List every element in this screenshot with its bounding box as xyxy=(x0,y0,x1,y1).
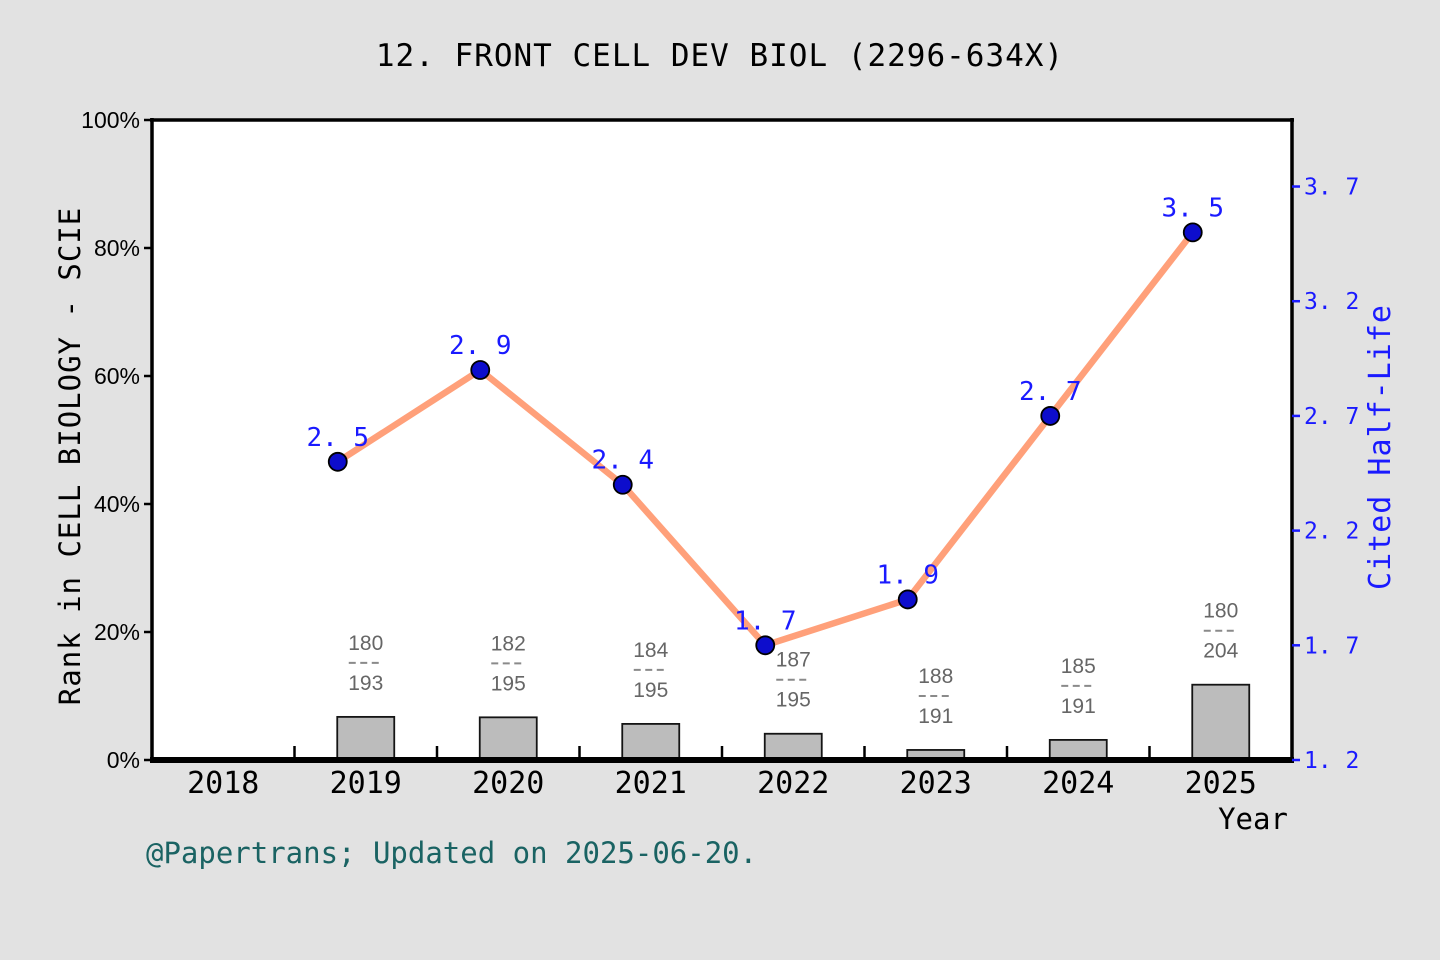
value-label: 1. 7 xyxy=(734,606,797,636)
left-tick-label: 0% xyxy=(107,747,140,773)
data-point xyxy=(612,474,633,495)
right-tick-label: 3. 2 xyxy=(1304,289,1359,315)
rank-bar xyxy=(478,716,538,761)
rank-bar xyxy=(1191,683,1251,761)
x-tick-label: 2024 xyxy=(1042,766,1114,801)
data-point xyxy=(470,360,491,380)
bar-fraction-numerator: 188 xyxy=(918,665,953,688)
chart-title: 12. FRONT CELL DEV BIOL (2296-634X) xyxy=(375,38,1065,74)
rank-bar xyxy=(621,722,681,761)
bar-fraction-denominator: 195 xyxy=(776,689,811,712)
value-label: 2. 5 xyxy=(306,423,369,453)
x-tick-label: 2021 xyxy=(615,766,687,801)
right-tick-label: 1. 2 xyxy=(1304,748,1359,774)
bar-fraction-denominator: 204 xyxy=(1203,640,1238,663)
right-tick-label: 3. 7 xyxy=(1304,175,1359,201)
value-label: 2. 7 xyxy=(1019,377,1082,407)
x-tick-label: 2020 xyxy=(472,766,544,801)
right-tick-label: 1. 7 xyxy=(1304,633,1359,659)
value-label: 3. 5 xyxy=(1161,193,1224,223)
left-tick-label: 20% xyxy=(94,619,140,645)
left-tick-label: 60% xyxy=(94,363,140,389)
bar-fraction-numerator: 180 xyxy=(348,632,383,655)
value-label: 2. 9 xyxy=(449,331,512,361)
bar-fraction-numerator: 185 xyxy=(1061,655,1096,678)
value-label: 2. 4 xyxy=(591,446,654,476)
x-tick-label: 2023 xyxy=(900,766,972,801)
footer-note: @Papertrans; Updated on 2025-06-20. xyxy=(146,836,758,870)
data-point xyxy=(1182,222,1203,243)
right-tick-label: 2. 2 xyxy=(1304,519,1359,545)
plot-background xyxy=(152,120,1292,760)
x-tick-label: 2019 xyxy=(330,766,402,801)
bar-fraction-denominator: 191 xyxy=(918,705,953,728)
bar-fraction-numerator: 180 xyxy=(1203,600,1238,623)
x-tick-label: 2022 xyxy=(757,766,829,801)
data-point xyxy=(1040,406,1061,426)
data-point xyxy=(897,589,918,610)
left-tick-label: 80% xyxy=(94,235,140,261)
left-axis-title: Rank in CELL BIOLOGY - SCIE xyxy=(53,206,87,706)
left-tick-label: 40% xyxy=(94,491,140,517)
right-axis-title: Cited Half-Life xyxy=(1363,304,1398,590)
bar-fraction-denominator: 195 xyxy=(633,679,668,702)
rank-bar xyxy=(763,732,823,761)
x-tick-label: 2025 xyxy=(1185,766,1257,801)
bar-fraction-denominator: 191 xyxy=(1061,695,1096,718)
bar-fraction-numerator: 182 xyxy=(491,632,526,655)
x-tick-label: 2018 xyxy=(187,766,259,801)
rank-bar xyxy=(1048,738,1108,761)
bar-fraction-numerator: 187 xyxy=(776,649,811,672)
bar-fraction-denominator: 193 xyxy=(348,672,383,695)
x-axis-title: Year xyxy=(1218,802,1288,836)
data-point xyxy=(327,451,348,472)
bar-fraction-numerator: 184 xyxy=(633,639,668,662)
bar-fraction-denominator: 195 xyxy=(491,672,526,695)
left-tick-label: 100% xyxy=(81,107,140,133)
rank-bar xyxy=(336,715,396,761)
data-point xyxy=(755,635,776,656)
value-label: 1. 9 xyxy=(876,560,939,590)
right-tick-label: 2. 7 xyxy=(1304,404,1359,430)
